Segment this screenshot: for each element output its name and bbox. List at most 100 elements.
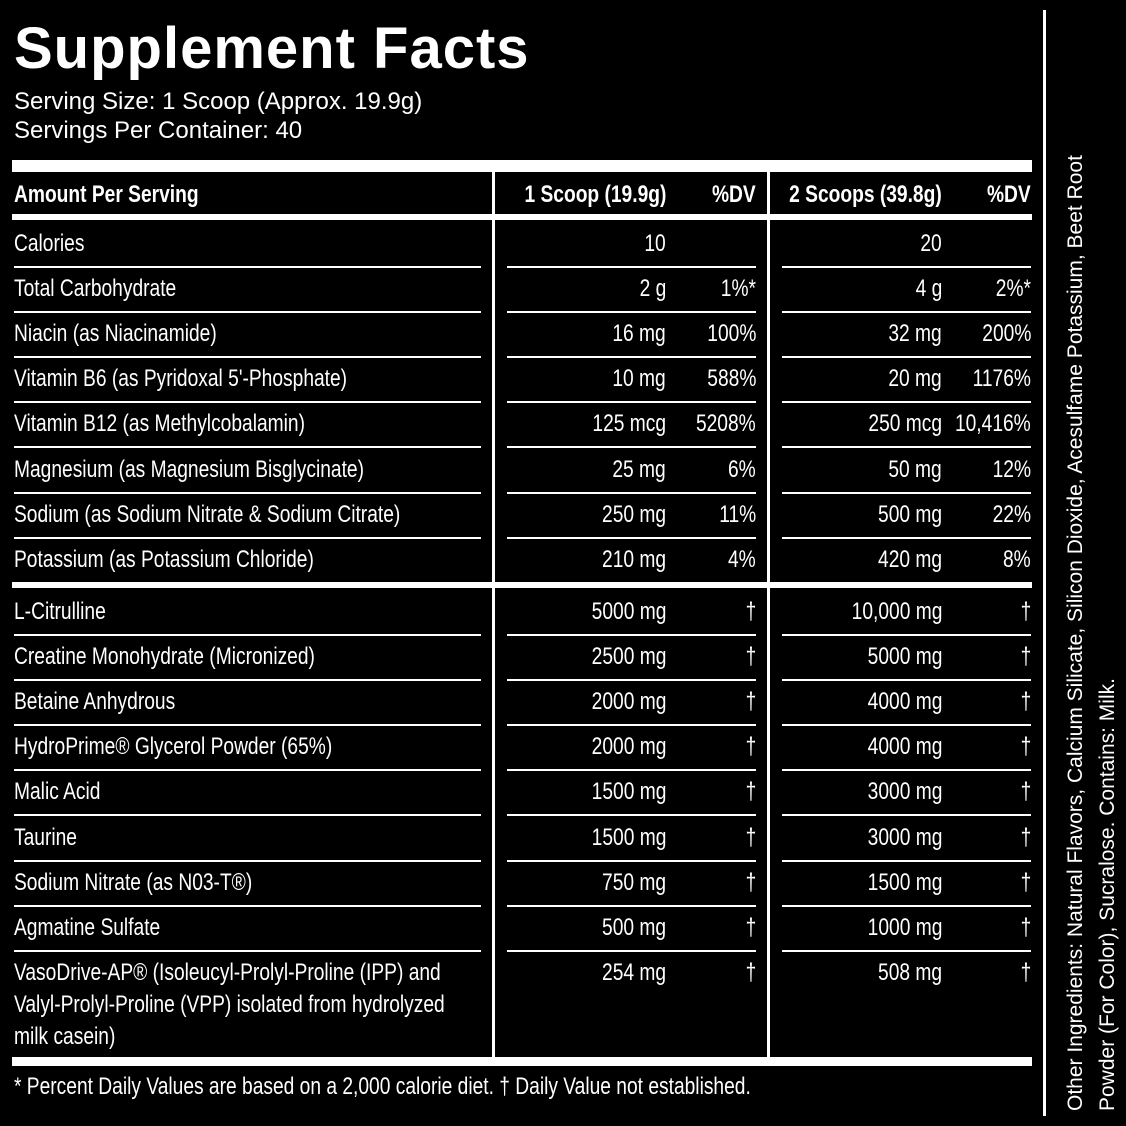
row-rule: [782, 446, 1031, 449]
panel-divider: [1043, 10, 1046, 1116]
row-rule: [14, 446, 481, 449]
serving-1-dv: †: [745, 868, 756, 896]
serving-1-dv: †: [745, 643, 756, 671]
row-rule: [14, 769, 481, 772]
row-rule: [782, 401, 1031, 404]
row-rule: [507, 266, 756, 268]
row-rule: [14, 679, 481, 682]
column-header: %DV: [712, 181, 756, 208]
row-rule: [782, 679, 1031, 682]
row-rule: [782, 814, 1031, 817]
row-rule: [14, 724, 481, 727]
column-header: 1 Scoop (19.9g): [524, 181, 666, 208]
serving-1-dv: †: [745, 733, 756, 761]
row-rule: [507, 536, 756, 539]
column-divider: [767, 172, 770, 1057]
serving-1-dv: †: [745, 913, 756, 941]
serving-2-amount: 420 mg: [877, 545, 942, 573]
serving-1-amount: 125 mcg: [592, 410, 666, 438]
serving-2-dv: 8%: [1003, 545, 1031, 573]
row-rule: [507, 859, 756, 862]
column-header: Amount Per Serving: [14, 181, 199, 208]
row-rule: [507, 904, 756, 907]
serving-1-amount: 254 mg: [601, 958, 666, 986]
serving-2-amount: 3000 mg: [867, 823, 942, 851]
serving-1-amount: 10: [644, 230, 666, 257]
serving-2-amount: 4 g: [915, 275, 942, 303]
nutrient-name: Creatine Monohydrate (Micronized): [14, 643, 315, 671]
serving-2-amount: 250 mcg: [868, 410, 942, 438]
serving-2-dv: †: [1020, 778, 1031, 806]
serving-2-dv: †: [1020, 958, 1031, 986]
serving-1-amount: 16 mg: [612, 320, 666, 348]
serving-2-dv: 22%: [992, 500, 1031, 528]
row-rule: [782, 949, 1031, 952]
thick-rule: [12, 160, 1032, 172]
serving-1-amount: 210 mg: [601, 545, 666, 573]
serving-1-amount: 250 mg: [601, 500, 666, 528]
nutrient-name: Sodium Nitrate (as N03-T®): [14, 868, 253, 896]
row-rule: [14, 491, 481, 494]
row-rule: [14, 949, 481, 952]
serving-1-dv: 588%: [706, 365, 756, 393]
nutrient-name: Agmatine Sulfate: [14, 913, 161, 941]
row-rule: [507, 949, 756, 952]
serving-1-dv: †: [745, 688, 756, 716]
serving-2-dv: 1176%: [972, 365, 1031, 393]
serving-1-dv: †: [745, 598, 756, 625]
serving-1-amount: 25 mg: [612, 455, 666, 483]
row-rule: [14, 904, 481, 907]
row-rule: [507, 491, 756, 494]
row-rule: [782, 859, 1031, 862]
nutrient-name: Sodium (as Sodium Nitrate & Sodium Citra…: [14, 500, 401, 528]
serving-2-amount: 4000 mg: [867, 733, 942, 761]
nutrient-name: Vitamin B6 (as Pyridoxal 5'-Phosphate): [14, 365, 348, 393]
nutrient-name: Magnesium (as Magnesium Bisglycinate): [14, 455, 365, 483]
row-rule: [782, 769, 1031, 772]
row-rule: [14, 859, 481, 862]
serving-1-amount: 500 mg: [601, 913, 666, 941]
nutrient-name: L-Citrulline: [14, 598, 106, 625]
serving-2-amount: 1500 mg: [867, 868, 942, 896]
row-rule: [782, 904, 1031, 907]
serving-2-amount: 3000 mg: [867, 778, 942, 806]
nutrient-name: VasoDrive-AP® (Isoleucyl-Prolyl-Proline …: [14, 958, 445, 1050]
row-rule: [782, 724, 1031, 727]
serving-1-amount: 750 mg: [601, 868, 666, 896]
serving-1-amount: 10 mg: [612, 365, 666, 393]
serving-2-amount: 50 mg: [888, 455, 942, 483]
serving-2-dv: 200%: [981, 320, 1031, 348]
serving-1-dv: 6%: [728, 455, 756, 483]
thick-rule: [12, 1057, 1032, 1066]
serving-1-dv: 11%: [718, 500, 756, 528]
serving-2-amount: 4000 mg: [867, 688, 942, 716]
row-rule: [14, 634, 481, 636]
servings-per-container: Servings Per Container: 40: [14, 117, 303, 144]
nutrient-name: Vitamin B12 (as Methylcobalamin): [14, 410, 305, 438]
row-rule: [507, 401, 756, 404]
nutrient-name: HydroPrime® Glycerol Powder (65%): [14, 733, 333, 761]
serving-2-dv: †: [1020, 823, 1031, 851]
serving-1-amount: 2500 mg: [591, 643, 666, 671]
footnote: * Percent Daily Values are based on a 2,…: [14, 1073, 751, 1100]
row-rule: [507, 634, 756, 636]
thick-rule: [12, 582, 1032, 588]
column-divider: [492, 172, 495, 1057]
row-rule: [507, 679, 756, 682]
row-rule: [782, 491, 1031, 494]
serving-2-amount: 10,000 mg: [851, 598, 942, 625]
row-rule: [14, 536, 481, 539]
serving-2-amount: 20 mg: [888, 365, 942, 393]
nutrient-name: Betaine Anhydrous: [14, 688, 176, 716]
serving-1-dv: †: [745, 823, 756, 851]
row-rule: [14, 814, 481, 817]
row-rule: [14, 266, 481, 268]
nutrient-name: Total Carbohydrate: [14, 275, 177, 303]
serving-2-amount: 20: [920, 230, 942, 257]
row-rule: [14, 401, 481, 404]
serving-1-dv: 4%: [728, 545, 756, 573]
serving-1-dv: 5208%: [696, 410, 756, 438]
nutrient-name: Calories: [14, 230, 85, 257]
serving-size: Serving Size: 1 Scoop (Approx. 19.9g): [14, 88, 423, 115]
other-ingredients: Other Ingredients: Natural Flavors, Calc…: [1064, 155, 1119, 1111]
